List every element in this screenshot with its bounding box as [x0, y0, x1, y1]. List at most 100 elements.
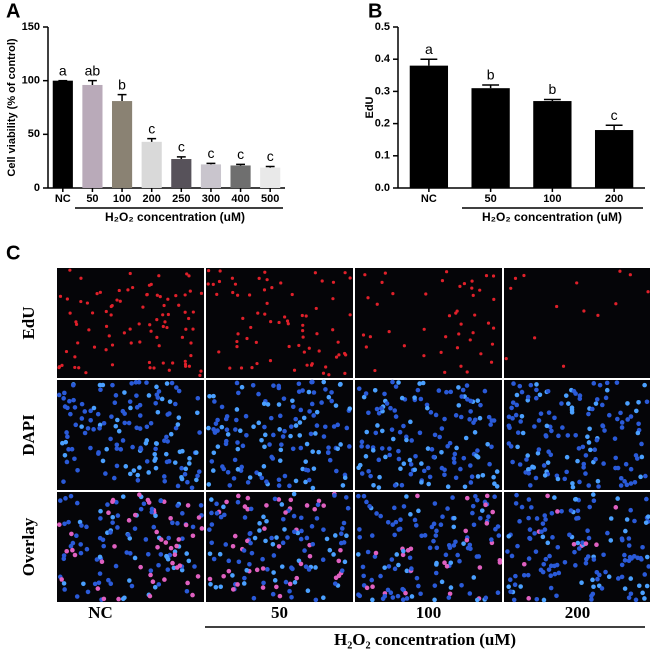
- cell: [400, 552, 406, 558]
- cell: [315, 502, 321, 508]
- cell: [497, 560, 503, 565]
- cell: [382, 391, 387, 397]
- cell: [297, 433, 303, 438]
- error-bar: [88, 79, 97, 85]
- cell: [413, 523, 419, 528]
- cell: [341, 520, 347, 526]
- cell: [85, 589, 91, 595]
- cell: [67, 398, 72, 404]
- cell: [529, 505, 534, 510]
- cell: [567, 532, 572, 538]
- cell: [144, 459, 150, 464]
- cell: [227, 483, 233, 488]
- cell: [189, 353, 193, 358]
- cell: [100, 458, 106, 464]
- cell: [270, 541, 276, 547]
- x-tick-label: 100: [113, 193, 131, 205]
- cell: [63, 439, 69, 445]
- cell: [464, 383, 470, 388]
- cell: [339, 526, 345, 531]
- cell: [534, 387, 539, 393]
- cell: [448, 585, 454, 590]
- cell: [343, 371, 347, 375]
- cell: [543, 556, 549, 562]
- cell: [544, 423, 550, 429]
- cell: [231, 476, 237, 481]
- cell: [339, 568, 345, 573]
- cell: [562, 560, 568, 565]
- cell: [184, 327, 188, 331]
- cell: [62, 390, 67, 396]
- cell: [440, 514, 445, 520]
- bar: [409, 65, 449, 188]
- cell: [491, 326, 496, 330]
- cell: [199, 369, 203, 373]
- cell: [176, 388, 182, 394]
- cell: [117, 288, 121, 293]
- cell: [456, 385, 461, 390]
- cell: [640, 590, 645, 596]
- cell: [155, 293, 159, 297]
- cell: [639, 557, 644, 562]
- cell: [552, 571, 558, 577]
- cell: [432, 432, 438, 438]
- cell: [283, 579, 289, 585]
- cell: [541, 463, 547, 468]
- cell: [321, 434, 327, 439]
- cell: [114, 499, 119, 505]
- cell: [415, 387, 421, 393]
- cell: [98, 290, 102, 294]
- cell: [222, 512, 227, 518]
- cell: [234, 380, 240, 386]
- cell: [574, 516, 579, 521]
- cell: [250, 382, 256, 388]
- cell: [308, 431, 314, 437]
- cell: [636, 583, 642, 589]
- cell: [115, 417, 120, 423]
- cell: [158, 552, 164, 557]
- cell: [168, 545, 174, 551]
- cell: [236, 493, 241, 499]
- cell: [364, 585, 370, 591]
- cell: [163, 320, 167, 324]
- cell: [285, 535, 290, 540]
- cell: [239, 366, 244, 370]
- cell: [380, 596, 386, 602]
- cell: [263, 270, 267, 274]
- cell: [239, 464, 245, 470]
- cell: [81, 581, 86, 587]
- cell: [560, 425, 565, 430]
- cell: [546, 410, 552, 415]
- cell: [471, 575, 477, 580]
- cell: [97, 535, 103, 541]
- cell: [236, 559, 242, 565]
- cell: [329, 390, 334, 395]
- cell: [493, 526, 498, 532]
- cell: [462, 484, 468, 490]
- cell: [260, 556, 265, 562]
- cell: [506, 584, 511, 590]
- cell: [379, 405, 384, 411]
- cell: [336, 558, 342, 564]
- cell: [173, 425, 179, 431]
- cell: [120, 494, 126, 499]
- cell: [159, 396, 165, 402]
- cell: [587, 504, 592, 510]
- cell: [575, 540, 581, 546]
- cell: [518, 584, 523, 589]
- cell: [337, 353, 341, 357]
- cell: [368, 473, 373, 479]
- cell: [103, 471, 108, 476]
- cell: [628, 466, 634, 472]
- cell: [447, 314, 452, 318]
- cell: [257, 471, 263, 477]
- cell: [438, 522, 444, 528]
- cell: [191, 310, 195, 314]
- cell: [127, 536, 133, 541]
- cell: [580, 444, 586, 450]
- cell: [476, 554, 482, 559]
- cell: [538, 411, 544, 416]
- cell: [412, 517, 418, 523]
- cell: [510, 416, 515, 421]
- cell: [526, 515, 531, 521]
